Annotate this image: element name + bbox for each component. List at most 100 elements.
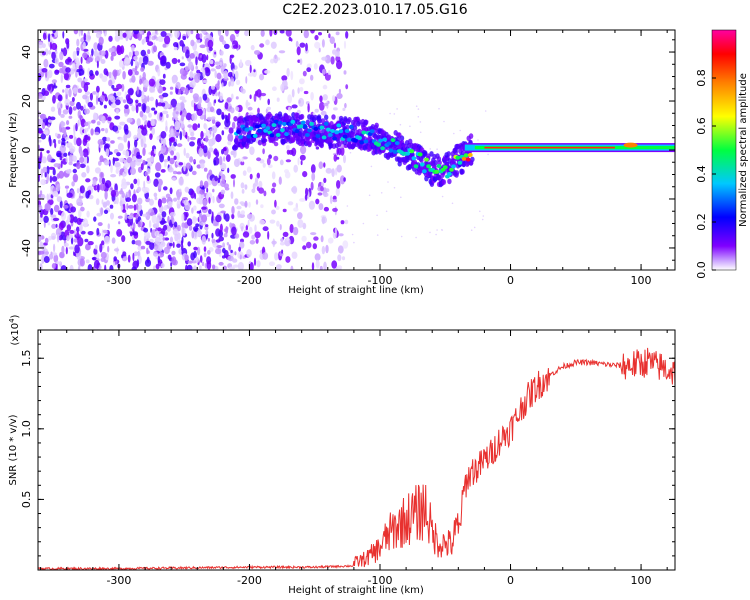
noise-blob <box>215 134 222 143</box>
noise-blob <box>143 143 147 148</box>
noise-blob <box>289 223 294 234</box>
noise-blob <box>167 201 173 207</box>
noise-blob <box>154 230 160 237</box>
noise-blob <box>163 186 168 191</box>
noise-blob <box>40 179 47 186</box>
noise-blob <box>164 161 167 168</box>
noise-blob <box>208 147 214 153</box>
noise-blob <box>232 264 239 268</box>
noise-blob <box>73 238 78 243</box>
noise-blob <box>193 226 199 232</box>
noise-blob <box>86 210 90 218</box>
noise-blob <box>280 83 285 92</box>
noise-dot <box>386 228 389 231</box>
noise-blob <box>301 235 307 242</box>
noise-blob <box>184 254 189 261</box>
noise-blob <box>215 248 222 255</box>
noise-blob <box>167 215 170 224</box>
noise-dot <box>436 148 438 150</box>
noise-blob <box>203 36 206 40</box>
noise-blob <box>49 138 52 147</box>
noise-blob <box>230 81 235 87</box>
noise-blob <box>47 222 51 226</box>
noise-blob <box>128 51 132 58</box>
noise-blob <box>96 121 101 126</box>
noise-blob <box>235 79 241 86</box>
noise-blob <box>160 112 163 117</box>
noise-blob <box>138 56 143 66</box>
noise-blob <box>82 52 88 59</box>
noise-dot <box>441 229 444 231</box>
noise-blob <box>153 265 156 270</box>
noise-blob <box>197 138 201 147</box>
noise-blob <box>201 30 207 34</box>
noise-blob <box>246 166 252 173</box>
noise-blob <box>196 72 201 77</box>
noise-blob <box>56 184 61 192</box>
noise-blob <box>84 134 89 141</box>
noise-blob <box>78 209 82 218</box>
noise-blob <box>128 94 131 102</box>
ridge-core <box>359 140 365 145</box>
noise-blob <box>142 55 149 65</box>
noise-blob <box>167 155 171 161</box>
noise-blob <box>55 223 58 228</box>
noise-blob <box>232 44 239 49</box>
noise-blob <box>104 97 109 102</box>
noise-blob <box>146 157 153 162</box>
noise-blob <box>219 57 224 67</box>
noise-blob <box>254 224 257 233</box>
x-tick-label: 100 <box>631 274 652 287</box>
noise-blob <box>310 74 314 81</box>
noise-blob <box>120 181 128 190</box>
noise-blob <box>290 265 294 270</box>
noise-blob <box>111 84 115 89</box>
noise-blob <box>103 68 108 76</box>
noise-blob <box>189 71 194 79</box>
noise-blob <box>94 167 101 174</box>
noise-blob <box>80 30 83 36</box>
noise-blob <box>340 220 345 225</box>
noise-blob <box>55 261 61 265</box>
noise-blob <box>143 188 147 194</box>
noise-blob <box>187 260 194 264</box>
noise-blob <box>199 180 204 188</box>
noise-blob <box>288 106 291 112</box>
noise-blob <box>202 93 208 101</box>
noise-dot <box>429 231 431 234</box>
noise-blob <box>323 192 329 198</box>
noise-blob <box>319 95 323 103</box>
noise-blob <box>60 127 67 133</box>
noise-blob <box>253 257 257 266</box>
noise-blob <box>132 156 137 161</box>
noise-blob <box>181 244 184 252</box>
noise-blob <box>110 189 117 198</box>
noise-blob <box>72 106 77 111</box>
noise-blob <box>239 201 245 205</box>
ridge-halo <box>262 137 267 144</box>
noise-dot <box>451 202 454 205</box>
noise-blob <box>59 51 64 61</box>
noise-blob <box>310 91 314 101</box>
noise-blob <box>254 50 261 55</box>
colorbar-scale <box>711 29 737 271</box>
noise-blob <box>302 171 308 178</box>
noise-blob <box>119 96 124 102</box>
noise-blob <box>110 55 114 61</box>
noise-blob <box>43 256 50 263</box>
ridge-halo <box>461 161 466 168</box>
noise-blob <box>127 215 134 220</box>
ridge-core <box>246 134 252 139</box>
noise-blob <box>210 68 216 72</box>
noise-blob <box>185 49 190 59</box>
noise-blob <box>110 51 117 57</box>
noise-blob <box>67 215 71 222</box>
noise-blob <box>76 217 82 225</box>
noise-blob <box>330 56 335 65</box>
noise-blob <box>339 175 346 185</box>
noise-blob <box>95 198 100 206</box>
colorbar-label: Normalized spectral amplitude <box>738 73 749 227</box>
noise-blob <box>242 170 247 176</box>
y-tick-label: 0.5 <box>20 491 33 509</box>
noise-blob <box>215 121 221 127</box>
